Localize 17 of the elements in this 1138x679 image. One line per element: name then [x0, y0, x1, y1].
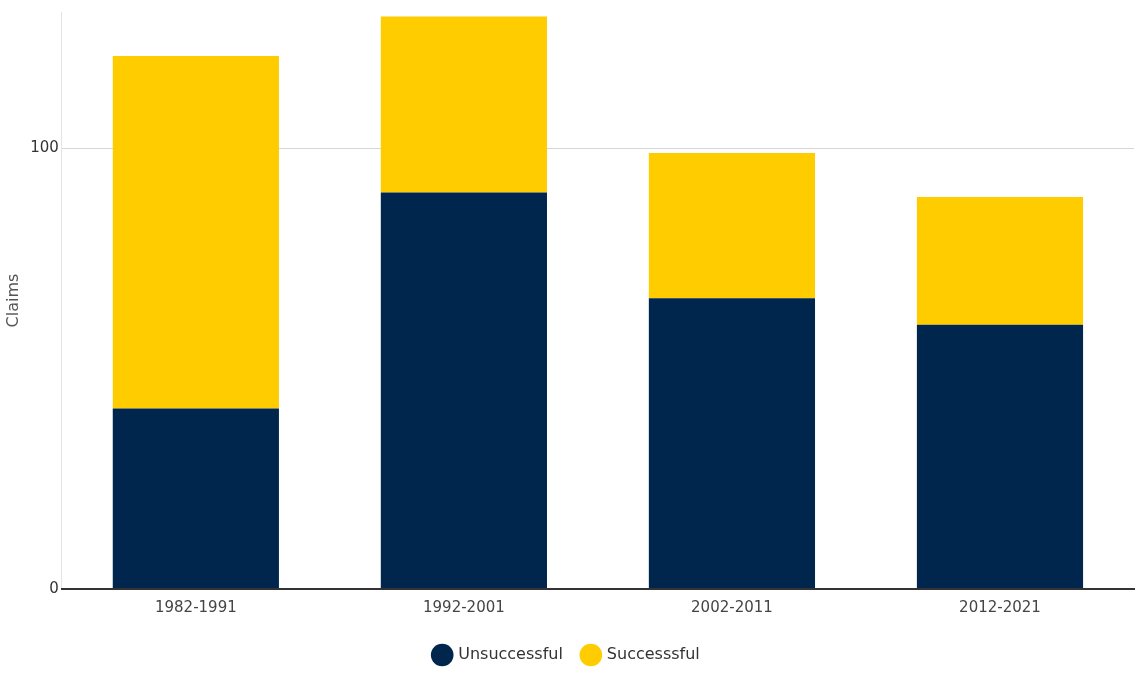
bar [380, 192, 547, 589]
bar [916, 196, 1084, 325]
bar [648, 152, 816, 299]
bar [648, 298, 816, 589]
x-tick-label: 1992-2001 [423, 597, 505, 616]
y-tick-label: 100 [30, 138, 59, 157]
x-tick-label: 2002-2011 [691, 597, 773, 616]
legend-label: Unsuccessful [458, 644, 563, 664]
bar [112, 56, 279, 409]
x-tick-label: 1982-1991 [154, 597, 237, 616]
bar [112, 408, 279, 589]
legend-label: Successsful [606, 644, 700, 664]
bar [916, 324, 1084, 589]
y-tick-label: 0 [49, 578, 59, 597]
x-tick-label: 2012-2021 [959, 597, 1041, 616]
bar [380, 16, 547, 193]
y-axis-title: Claims [2, 273, 22, 328]
